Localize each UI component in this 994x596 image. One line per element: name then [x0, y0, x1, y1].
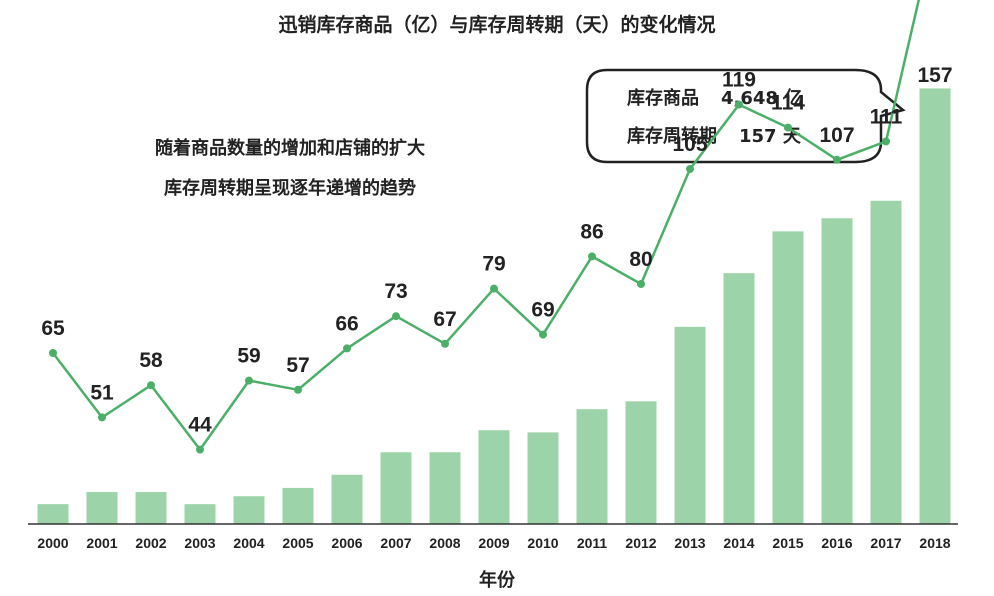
annotation-line-1: 随着商品数量的增加和店铺的扩大	[155, 138, 425, 159]
turnover-data-label: 157	[917, 64, 952, 87]
turnover-data-label: 73	[384, 280, 407, 303]
x-tick-label: 2017	[870, 535, 901, 551]
turnover-point-2006	[343, 344, 351, 353]
x-tick-label: 2014	[723, 535, 754, 551]
x-tick-label: 2003	[184, 535, 215, 551]
turnover-data-label: 67	[433, 308, 456, 331]
bar-2011	[576, 409, 608, 524]
callout-turnover-label: 库存周转期	[627, 126, 717, 147]
bar-2008	[429, 452, 461, 524]
turnover-data-label: 105	[672, 133, 707, 156]
bar-2009	[478, 430, 510, 524]
turnover-point-2015	[784, 123, 792, 132]
turnover-point-2010	[539, 330, 547, 339]
x-tick-label: 2002	[135, 535, 166, 551]
turnover-point-2000	[49, 349, 57, 357]
x-tick-label: 2011	[577, 535, 608, 551]
chart-title: 迅销库存商品（亿）与库存周转期（天）的变化情况	[278, 14, 716, 36]
turnover-point-2007	[392, 312, 400, 321]
x-axis-label: 年份	[479, 570, 515, 591]
bar-2017	[870, 200, 902, 524]
turnover-point-2002	[147, 381, 155, 390]
x-tick-label: 2018	[919, 535, 950, 551]
turnover-point-2016	[833, 155, 841, 164]
turnover-point-2012	[637, 280, 645, 288]
x-tick-label: 2015	[772, 535, 803, 551]
x-tick-label: 2000	[37, 535, 68, 551]
turnover-point-2009	[490, 284, 498, 293]
turnover-point-2003	[196, 445, 204, 454]
bar-2001	[86, 492, 118, 524]
turnover-data-label: 111	[870, 105, 903, 128]
callout-row-turnover: 库存周转期 157 天	[627, 122, 801, 148]
x-tick-label: 2004	[233, 535, 264, 551]
turnover-point-2011	[588, 252, 596, 261]
turnover-data-label: 44	[188, 414, 212, 437]
turnover-data-label: 58	[139, 349, 163, 372]
bar-2007	[380, 452, 412, 524]
bar-2012	[625, 401, 657, 524]
turnover-data-label: 51	[90, 381, 114, 404]
turnover-point-2004	[245, 376, 253, 385]
x-tick-label: 2012	[625, 535, 656, 551]
turnover-data-label: 86	[580, 220, 603, 243]
bar-2003	[184, 504, 216, 524]
turnover-data-label: 59	[237, 345, 260, 368]
turnover-point-2013	[686, 165, 694, 173]
x-tick-label: 2008	[429, 535, 460, 551]
x-tick-label: 2001	[86, 535, 117, 551]
x-tick-label: 2016	[821, 535, 852, 551]
turnover-point-2001	[98, 413, 106, 422]
turnover-point-2005	[294, 385, 302, 394]
x-tick-label: 2007	[380, 535, 411, 551]
bar-2004	[233, 496, 265, 524]
turnover-point-2017	[882, 137, 890, 146]
bar-2000	[37, 504, 69, 524]
callout-turnover-value: 157 天	[739, 126, 801, 147]
turnover-data-label: 57	[286, 354, 309, 377]
callout-box: 库存商品 4,648 亿 库存周转期 157 天	[585, 68, 906, 164]
bar-2006	[331, 474, 363, 524]
x-tick-label: 2009	[478, 535, 509, 551]
turnover-data-label: 65	[41, 317, 65, 340]
turnover-data-label: 80	[629, 248, 652, 271]
bar-2014	[723, 273, 755, 524]
bar-2018	[919, 88, 951, 524]
turnover-point-2014	[735, 100, 743, 109]
turnover-data-label: 66	[335, 312, 358, 335]
bar-2010	[527, 432, 559, 524]
turnover-data-label: 114	[771, 92, 805, 115]
turnover-data-label: 119	[722, 69, 756, 92]
x-tick-label: 2010	[527, 535, 558, 551]
callout-inventory-label: 库存商品	[627, 88, 699, 109]
turnover-data-label: 107	[819, 124, 854, 147]
bar-2016	[821, 218, 853, 525]
x-tick-label: 2013	[674, 535, 705, 551]
turnover-data-label: 69	[531, 299, 554, 322]
x-tick-label: 2006	[331, 535, 362, 551]
turnover-point-2008	[441, 339, 449, 348]
bar-2005	[282, 487, 314, 524]
bar-2015	[772, 231, 804, 524]
annotation-line-2: 库存周转期呈现逐年递增的趋势	[164, 178, 416, 199]
x-tick-label: 2005	[282, 535, 313, 551]
turnover-data-label: 79	[482, 253, 505, 276]
bar-2013	[674, 326, 706, 524]
callout-bubble	[585, 68, 906, 164]
bar-2002	[135, 492, 167, 524]
